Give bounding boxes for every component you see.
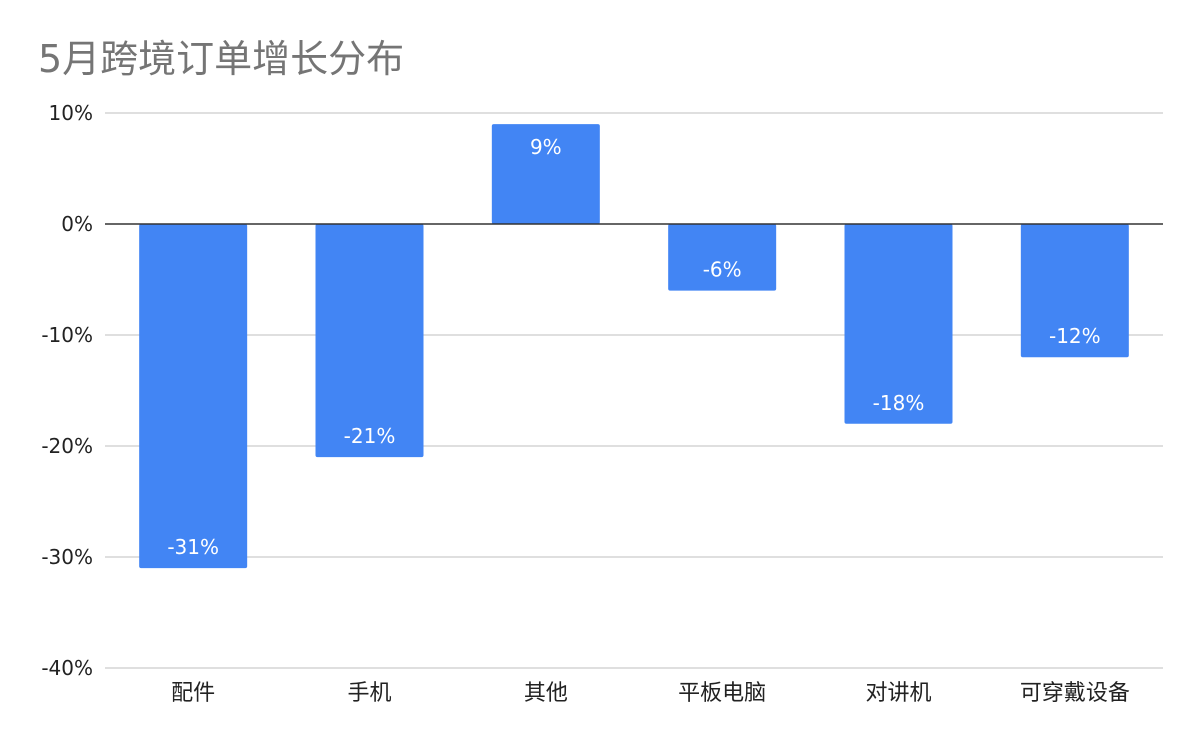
category-label: 配件: [171, 681, 215, 706]
gridlines: [105, 112, 1163, 669]
bar: [668, 224, 777, 291]
data-label: -21%: [344, 424, 396, 448]
y-tick-label: -10%: [41, 323, 93, 347]
bar: [491, 124, 600, 224]
category-label: 对讲机: [865, 681, 931, 706]
category-label: 其他: [524, 681, 568, 706]
x-axis-categories: 配件 手机 其他 平板电脑 对讲机 可穿戴设备: [171, 681, 1130, 706]
data-label: -31%: [167, 535, 219, 559]
y-tick-label: 0%: [61, 212, 93, 236]
data-label: 9%: [530, 135, 562, 159]
bar: [844, 224, 953, 424]
y-tick-label: -40%: [41, 656, 93, 680]
bar: [139, 224, 248, 569]
bar: [1020, 224, 1129, 358]
data-label: -6%: [703, 258, 742, 282]
y-tick-label: -30%: [41, 545, 93, 569]
bars: [139, 124, 1129, 569]
y-tick-label: -20%: [41, 434, 93, 458]
chart-title: 5月跨境订单增长分布: [38, 37, 405, 81]
data-labels: -31% -21% 9% -6% -18% -12%: [167, 135, 1100, 559]
data-label: -12%: [1049, 324, 1101, 348]
category-label: 可穿戴设备: [1020, 681, 1130, 706]
data-label: -18%: [873, 391, 925, 415]
y-tick-label: 10%: [49, 101, 93, 125]
category-label: 手机: [347, 681, 391, 706]
y-axis-ticks: 10% 0% -10% -20% -30% -40%: [41, 101, 93, 680]
category-label: 平板电脑: [678, 681, 766, 706]
bar: [315, 224, 424, 458]
